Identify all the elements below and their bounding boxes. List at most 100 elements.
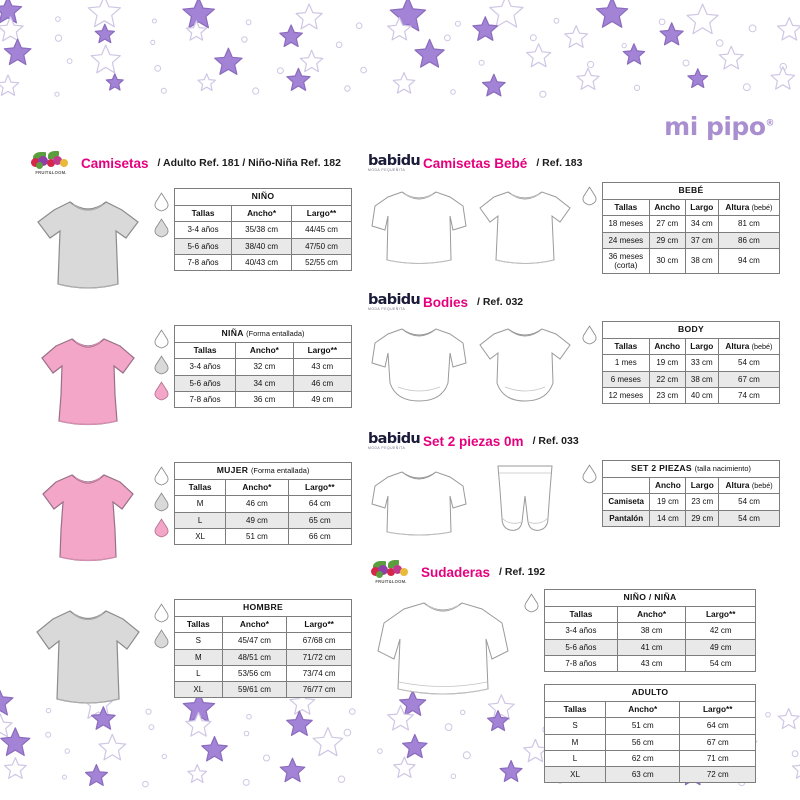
table-title-row: BODY xyxy=(602,321,780,339)
table-header-row: Tallas Ancho Largo Altura (bebé) xyxy=(602,337,781,356)
babidu-logo-sub: MODA PEQUEÑITA xyxy=(368,168,406,173)
right-column: babidu MODA PEQUEÑITA Camisetas Bebé / R… xyxy=(368,150,781,784)
table-cell: 38 cm xyxy=(684,247,719,275)
table-cell: 38 cm xyxy=(616,622,687,640)
column-header: Largo** xyxy=(287,478,353,497)
column-header: Tallas xyxy=(173,204,233,223)
babidu-icon: babidu MODA PEQUEÑITA xyxy=(368,432,421,451)
block-hombre: HOMBRE Tallas Ancho* Largo** S 45/47 cm 67/68 … xyxy=(28,599,368,719)
column-header: Tallas xyxy=(544,605,618,624)
garment-tshirt-nina xyxy=(28,325,148,440)
table-row: S 51 cm 64 cm xyxy=(543,717,756,735)
table-cell: 3-4 años xyxy=(544,622,618,640)
table-row: L 62 cm 71 cm xyxy=(543,749,756,767)
garment-body-short xyxy=(474,321,576,414)
table-row: 5-6 años 34 cm 46 cm xyxy=(173,374,353,392)
section-header-set2: babidu MODA PEQUEÑITA Set 2 piezas 0m / … xyxy=(368,428,780,454)
table-cell: 22 cm xyxy=(648,370,686,388)
droplet-icon xyxy=(154,492,168,512)
table-title: NIÑO xyxy=(174,188,352,206)
column-header: Tallas xyxy=(602,198,650,217)
table-row: 3-4 años 35/38 cm 44/45 cm xyxy=(173,221,352,239)
table-cell: 19 cm xyxy=(648,354,686,372)
table-row: 6 meses 22 cm 38 cm 67 cm xyxy=(602,370,781,388)
table-row: 7-8 años 43 cm 54 cm xyxy=(544,654,756,672)
column-header: Tallas xyxy=(173,341,237,360)
table-row: 1 mes 19 cm 33 cm 54 cm xyxy=(602,354,781,372)
fruit-logo-text: FRUIT&LOOM. xyxy=(35,170,67,175)
block-bebe: BEBÉ Tallas Ancho Largo Altura (bebé) 18 mese… xyxy=(368,182,781,275)
droplet-icon xyxy=(582,464,596,484)
column-header: Ancho xyxy=(648,198,686,217)
block-nino: NIÑO Tallas Ancho* Largo** 3-4 años 35/38 cm 4… xyxy=(28,188,368,303)
table-title-row: ADULTO xyxy=(544,683,756,702)
table-cell: 67 cm xyxy=(679,733,756,751)
color-swatches-sudaderas xyxy=(518,589,544,614)
column-header: Tallas xyxy=(602,337,650,356)
column-header: Altura (bebé) xyxy=(717,198,781,217)
table-cell: 54 cm xyxy=(718,509,780,527)
table-cell: 94 cm xyxy=(717,247,781,275)
column-header: Ancho* xyxy=(616,605,687,624)
table-cell: 76/77 cm xyxy=(286,680,352,699)
table-row: 7-8 años 40/43 cm 52/55 cm xyxy=(173,253,352,271)
table-cell: 67/68 cm xyxy=(286,632,352,650)
table-row: 12 meses 23 cm 40 cm 74 cm xyxy=(602,386,781,404)
table-row: 18 meses 27 cm 34 cm 81 cm xyxy=(602,215,781,233)
column-header: Altura (bebé) xyxy=(718,476,780,495)
table-row: Pantalón 14 cm 29 cm 54 cm xyxy=(601,509,780,527)
table-cell: 43 cm xyxy=(292,358,353,376)
table-cell: 40/43 cm xyxy=(231,253,293,271)
column-header: Largo** xyxy=(292,341,353,360)
block-mujer: MUJER (Forma entallada) Tallas Ancho* Largo… xyxy=(28,462,368,577)
table-cell: 67 cm xyxy=(717,370,781,388)
table-cell: Camiseta xyxy=(601,493,651,511)
babidu-icon: babidu MODA PEQUEÑITA xyxy=(368,154,421,173)
table-title: BODY xyxy=(602,321,780,339)
table-title-row: NIÑA (Forma entallada) xyxy=(174,325,352,343)
table-title: MUJER (Forma entallada) xyxy=(174,462,352,480)
section-header-sudaderas: FRUIT&LOOM. Sudaderas / Ref. 192 xyxy=(368,559,780,585)
column-header xyxy=(601,476,651,495)
mipipo-logo: mi pipo® xyxy=(664,112,774,141)
garment-bebe-long xyxy=(368,182,470,275)
table-header-row: Ancho Largo Altura (bebé) xyxy=(601,476,780,495)
table-cell: 54 cm xyxy=(685,654,756,672)
table-title: ADULTO xyxy=(544,683,756,702)
table-cell: XL xyxy=(174,680,223,699)
section-header-camisetas-bebe: babidu MODA PEQUEÑITA Camisetas Bebé / R… xyxy=(368,150,780,176)
section-ref-sudaderas: / Ref. 192 xyxy=(499,566,546,578)
table-cell: S xyxy=(174,632,223,650)
garment-sudadera xyxy=(368,589,518,712)
droplet-icon xyxy=(524,593,538,613)
fruit-logo-text: FRUIT&LOOM. xyxy=(375,579,407,584)
table-row: M 46 cm 64 cm xyxy=(173,495,353,513)
section-ref-bodies: / Ref. 032 xyxy=(477,296,524,308)
section-title-bodies: Bodies xyxy=(423,294,469,310)
table-cell: 46 cm xyxy=(292,374,353,392)
table-row: 3-4 años 38 cm 42 cm xyxy=(544,622,756,640)
left-column: FRUIT&LOOM. Camisetas / Adulto Ref. 181 … xyxy=(28,150,368,719)
table-cell: M xyxy=(543,733,607,751)
table-title-row: BEBÉ xyxy=(602,182,780,200)
table-cell: 49 cm xyxy=(685,638,756,656)
table-title: BEBÉ xyxy=(602,182,780,200)
garment-body-long xyxy=(368,321,470,414)
table-cell: 46 cm xyxy=(225,495,289,513)
garment-set-pants xyxy=(474,460,576,545)
table-row: 3-4 años 32 cm 43 cm xyxy=(173,358,353,376)
table-cell: 19 cm xyxy=(649,493,687,511)
table-cell: 32 cm xyxy=(235,358,294,376)
table-cell: 7-8 años xyxy=(173,390,237,408)
table-cell: XL xyxy=(173,527,227,545)
table-cell: 12 meses xyxy=(602,386,650,404)
garment-tshirt-mujer xyxy=(28,462,148,577)
table-cell: 71 cm xyxy=(679,749,756,767)
babidu-logo-sub: MODA PEQUEÑITA xyxy=(368,446,406,451)
table-cell: 49 cm xyxy=(292,390,353,408)
table-cell: 7-8 años xyxy=(173,253,233,271)
droplet-icon xyxy=(154,518,168,538)
droplet-icon xyxy=(582,186,596,206)
table-row: 7-8 años 36 cm 49 cm xyxy=(173,390,353,408)
table-cell: 73/74 cm xyxy=(286,664,352,682)
